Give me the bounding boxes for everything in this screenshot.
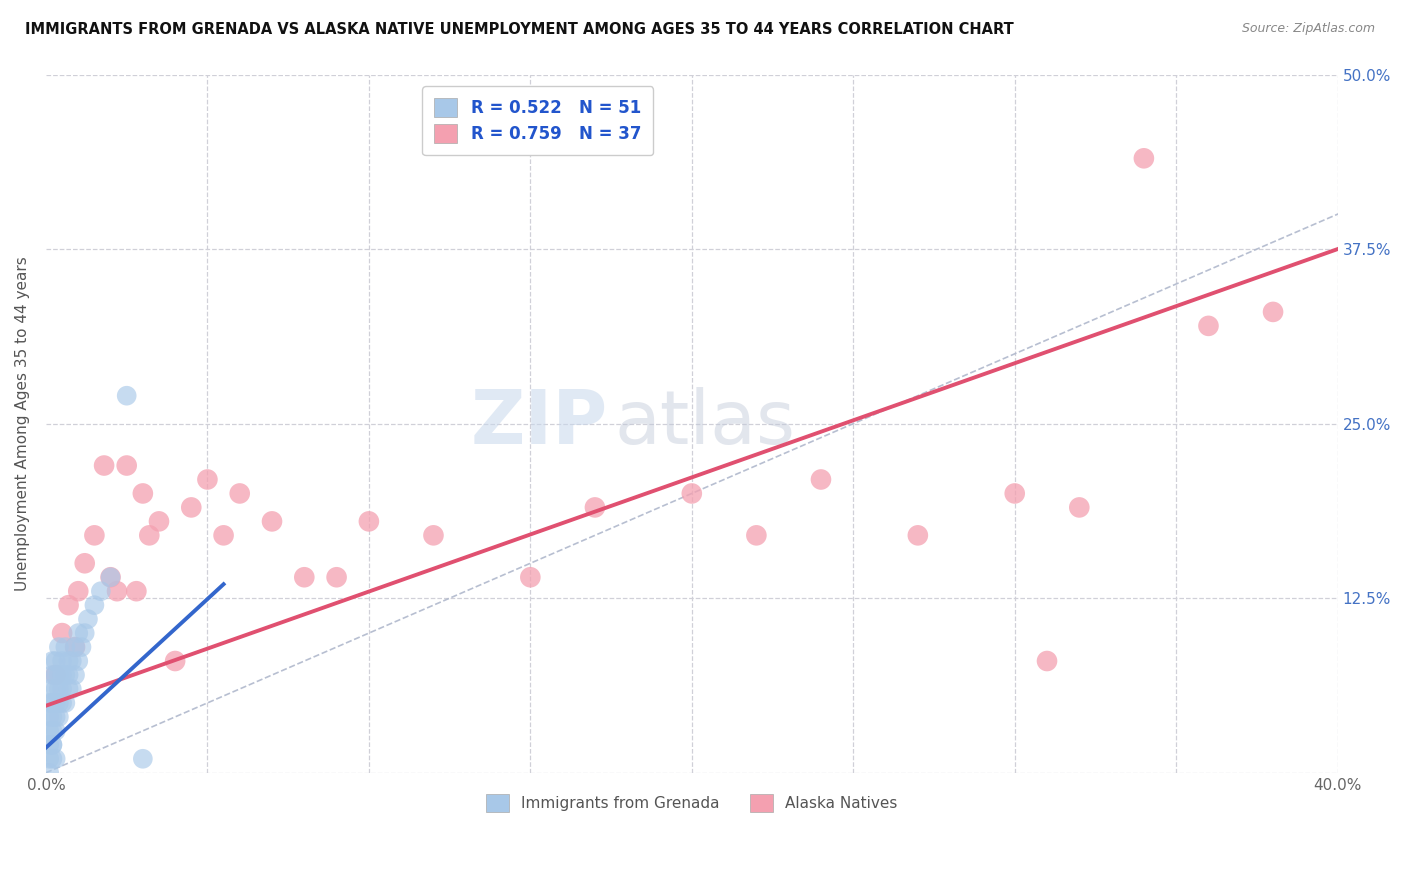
Point: [58, 668, 80, 682]
Point: [45, 681, 67, 696]
Point: [77, 612, 100, 626]
Point: [138, 528, 160, 542]
Point: [41, 738, 63, 752]
Point: [519, 570, 541, 584]
Point: [681, 486, 703, 500]
Point: [38, 752, 60, 766]
Point: [41, 668, 63, 682]
Text: IMMIGRANTS FROM GRENADA VS ALASKA NATIVE UNEMPLOYMENT AMONG AGES 35 TO 44 YEARS : IMMIGRANTS FROM GRENADA VS ALASKA NATIVE…: [25, 22, 1014, 37]
Point: [83, 598, 105, 612]
Point: [83, 528, 105, 542]
Point: [51, 654, 73, 668]
Point: [125, 584, 148, 599]
Text: ZIP: ZIP: [471, 387, 607, 460]
Point: [115, 389, 138, 403]
Point: [51, 696, 73, 710]
Point: [63, 640, 86, 654]
Point: [45, 668, 67, 682]
Point: [48, 696, 70, 710]
Point: [41, 738, 63, 752]
Y-axis label: Unemployment Among Ages 35 to 44 years: Unemployment Among Ages 35 to 44 years: [15, 256, 30, 591]
Point: [48, 668, 70, 682]
Point: [51, 668, 73, 682]
Point: [38, 696, 60, 710]
Point: [67, 584, 90, 599]
Point: [115, 458, 138, 473]
Point: [93, 458, 115, 473]
Point: [58, 654, 80, 668]
Legend: Immigrants from Grenada, Alaska Natives: Immigrants from Grenada, Alaska Natives: [474, 781, 910, 824]
Point: [53, 696, 76, 710]
Point: [90, 584, 112, 599]
Point: [51, 626, 73, 640]
Point: [45, 723, 67, 738]
Point: [38, 681, 60, 696]
Text: Source: ZipAtlas.com: Source: ZipAtlas.com: [1241, 22, 1375, 36]
Point: [58, 598, 80, 612]
Point: [70, 640, 93, 654]
Point: [100, 570, 122, 584]
Point: [1133, 151, 1156, 165]
Point: [60, 681, 83, 696]
Point: [73, 626, 96, 640]
Point: [63, 640, 86, 654]
Point: [1198, 318, 1220, 333]
Point: [325, 570, 347, 584]
Point: [132, 752, 155, 766]
Point: [165, 654, 187, 668]
Point: [38, 765, 60, 780]
Point: [48, 710, 70, 724]
Point: [100, 570, 122, 584]
Point: [1261, 305, 1284, 319]
Point: [745, 528, 768, 542]
Point: [105, 584, 128, 599]
Point: [41, 654, 63, 668]
Point: [45, 752, 67, 766]
Point: [48, 640, 70, 654]
Point: [41, 696, 63, 710]
Point: [41, 752, 63, 766]
Point: [1036, 654, 1059, 668]
Point: [148, 515, 170, 529]
Point: [60, 654, 83, 668]
Point: [45, 668, 67, 682]
Point: [212, 528, 235, 542]
Point: [48, 681, 70, 696]
Point: [260, 515, 283, 529]
Point: [58, 681, 80, 696]
Point: [53, 640, 76, 654]
Point: [38, 710, 60, 724]
Point: [1004, 486, 1026, 500]
Point: [73, 556, 96, 570]
Text: atlas: atlas: [614, 387, 796, 460]
Point: [292, 570, 315, 584]
Point: [810, 473, 832, 487]
Point: [67, 654, 90, 668]
Point: [45, 696, 67, 710]
Point: [228, 486, 250, 500]
Point: [180, 500, 202, 515]
Point: [45, 654, 67, 668]
Point: [357, 515, 380, 529]
Point: [63, 668, 86, 682]
Point: [907, 528, 929, 542]
Point: [38, 723, 60, 738]
Point: [422, 528, 444, 542]
Point: [197, 473, 219, 487]
Point: [38, 738, 60, 752]
Point: [41, 723, 63, 738]
Point: [1069, 500, 1091, 515]
Point: [583, 500, 606, 515]
Point: [53, 668, 76, 682]
Point: [41, 710, 63, 724]
Point: [51, 681, 73, 696]
Point: [67, 626, 90, 640]
Point: [132, 486, 155, 500]
Point: [45, 710, 67, 724]
